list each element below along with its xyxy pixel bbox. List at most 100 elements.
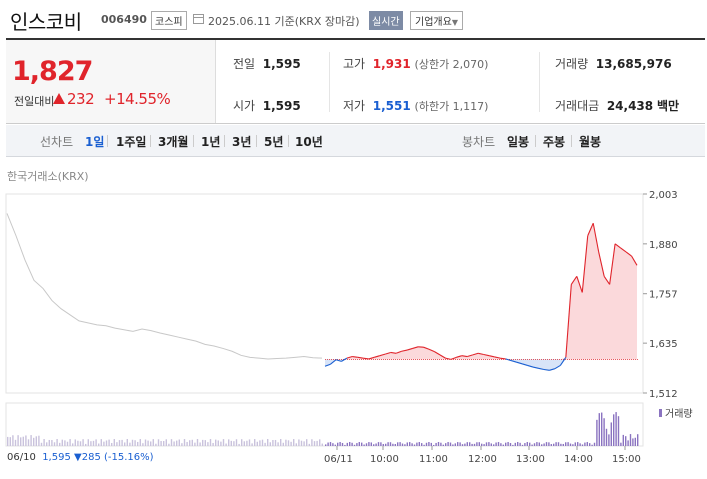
today-price-segment bbox=[335, 359, 342, 362]
tab-weekly[interactable]: 주봉 bbox=[543, 135, 566, 149]
today-price-segment bbox=[549, 368, 556, 371]
volume-bar bbox=[61, 439, 63, 446]
tab-1d[interactable]: 1일 bbox=[85, 135, 105, 149]
volume-bar bbox=[413, 444, 416, 446]
volume-bar bbox=[327, 442, 329, 446]
volume-bar bbox=[160, 441, 162, 446]
volume-bar bbox=[189, 440, 191, 446]
volume-bar bbox=[280, 439, 282, 446]
today-price-segment bbox=[450, 356, 457, 360]
volume-bar bbox=[17, 435, 19, 446]
volume-cell: 거래량 13,685,976 bbox=[555, 57, 672, 71]
volume-bar bbox=[447, 442, 449, 446]
volume-bar bbox=[274, 439, 277, 446]
volume-bar bbox=[346, 442, 348, 446]
volume-bar bbox=[264, 442, 266, 446]
today-price-segment bbox=[352, 355, 358, 358]
volume-bar bbox=[596, 419, 598, 446]
volume-bar bbox=[98, 443, 100, 446]
up-area-fill bbox=[325, 223, 637, 360]
volume-bar bbox=[622, 434, 624, 446]
volume-bar bbox=[116, 442, 118, 446]
tab-10y[interactable]: 10년 bbox=[295, 135, 323, 149]
volume-bar bbox=[627, 440, 629, 446]
volume-bar bbox=[59, 442, 61, 446]
tab-daily[interactable]: 일봉 bbox=[507, 135, 530, 149]
volume-bar bbox=[186, 441, 188, 446]
tab-5y[interactable]: 5년 bbox=[264, 135, 284, 149]
today-price-segment bbox=[559, 357, 567, 366]
volume-bar bbox=[207, 442, 209, 446]
x-tick-label: 14:00 bbox=[564, 454, 593, 465]
volume-bar bbox=[404, 444, 406, 446]
today-price-segment bbox=[543, 368, 550, 371]
volume-bar bbox=[105, 440, 108, 446]
volume-bar bbox=[485, 442, 488, 446]
tab-1w[interactable]: 1주일 bbox=[116, 135, 147, 149]
realtime-button[interactable]: 실시간 bbox=[369, 11, 403, 30]
volume-bar bbox=[95, 439, 97, 446]
volume-bar bbox=[459, 442, 461, 446]
volume-bar bbox=[509, 443, 512, 446]
today-price-segment bbox=[379, 353, 386, 357]
volume-bar bbox=[126, 439, 128, 446]
volume-bar bbox=[238, 443, 240, 446]
volume-bar bbox=[409, 442, 411, 446]
volume-bar bbox=[490, 443, 492, 446]
volume-bar bbox=[111, 442, 113, 446]
volume-bar bbox=[199, 442, 201, 446]
volume-bar bbox=[442, 444, 444, 446]
volume-bar bbox=[353, 444, 356, 446]
volume-bar bbox=[440, 442, 442, 446]
volume-bar bbox=[505, 442, 507, 446]
today-price-segment bbox=[374, 355, 380, 358]
volume-bar bbox=[375, 443, 377, 446]
today-price-segment bbox=[346, 355, 353, 359]
today-price-segment bbox=[614, 243, 621, 249]
tab-3m[interactable]: 3개월 bbox=[158, 135, 189, 149]
volume-bar bbox=[113, 439, 115, 446]
volume-bar bbox=[77, 440, 79, 446]
volume-bar bbox=[129, 442, 131, 446]
volume-bar bbox=[22, 436, 24, 446]
volume-bar bbox=[233, 441, 235, 446]
volume-bar bbox=[282, 442, 284, 446]
volume-bar bbox=[591, 444, 593, 446]
volume-bar bbox=[433, 444, 435, 446]
volume-bar bbox=[382, 444, 384, 446]
tab-1y[interactable]: 1년 bbox=[201, 135, 221, 149]
volume-bar bbox=[319, 439, 321, 446]
volume-bar bbox=[550, 444, 552, 446]
tab-monthly[interactable]: 월봉 bbox=[579, 135, 602, 149]
today-price-segment bbox=[363, 357, 369, 360]
volume-bar bbox=[464, 443, 466, 446]
divider bbox=[571, 135, 572, 147]
volume-bar bbox=[457, 442, 459, 446]
volume-bar bbox=[293, 439, 295, 446]
volume-bar bbox=[196, 439, 199, 446]
company-info-dropdown[interactable]: 기업개요▼ bbox=[410, 11, 463, 30]
volume-bar bbox=[267, 439, 269, 446]
tab-3y[interactable]: 3년 bbox=[232, 135, 252, 149]
today-price-segment bbox=[406, 347, 413, 351]
volume-bar bbox=[165, 439, 167, 446]
prev-day-summary: 06/10 1,595 ▼285 (-15.16%) bbox=[7, 452, 154, 463]
volume-bar bbox=[430, 442, 432, 446]
today-price-segment bbox=[483, 353, 490, 357]
today-price-segment bbox=[472, 352, 479, 356]
volume-bar bbox=[365, 443, 368, 446]
volume-bar bbox=[349, 442, 351, 446]
amount-cell: 거래대금 24,438 백만 bbox=[555, 99, 680, 113]
prev-day-price-line bbox=[6, 213, 323, 360]
volume-bar bbox=[220, 441, 222, 446]
change-label: 전일대비 bbox=[14, 95, 55, 108]
volume-bar bbox=[428, 442, 430, 446]
chart-tabs: 선차트 1일 1주일 3개월 1년 3년 5년 10년 봉차트 일봉 주봉 월봉 bbox=[6, 125, 705, 157]
chevron-down-icon: ▼ bbox=[451, 18, 458, 27]
volume-bar bbox=[555, 442, 557, 446]
volume-bar bbox=[181, 443, 183, 446]
volume-bar bbox=[387, 442, 389, 446]
volume-bar bbox=[380, 442, 382, 446]
x-tick-label: 10:00 bbox=[370, 454, 399, 465]
volume-bar bbox=[421, 443, 423, 446]
